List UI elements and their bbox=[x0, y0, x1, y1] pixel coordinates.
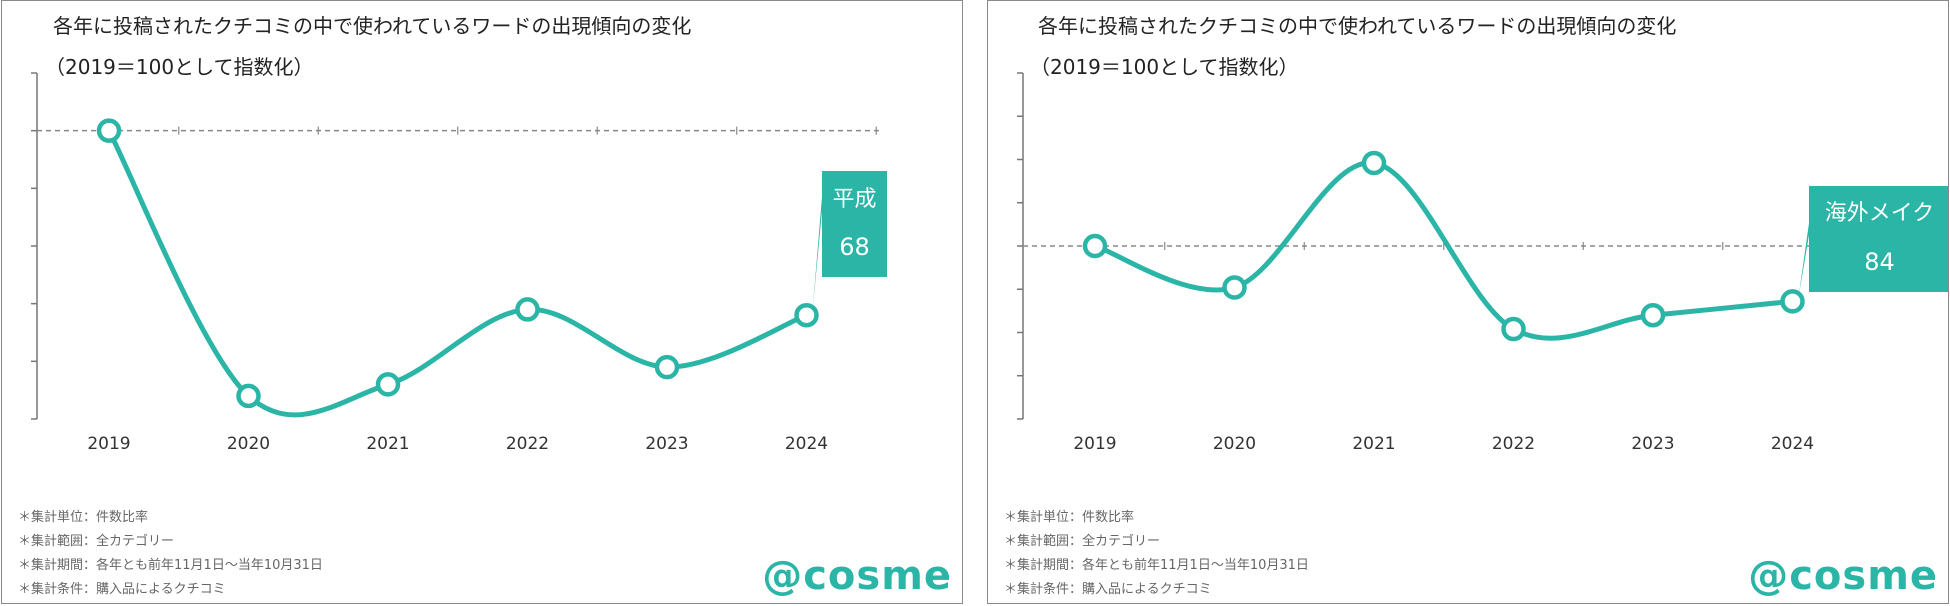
chart-right: 各年に投稿されたクチコミの中で使われているワードの出現傾向の変化 （2019＝10… bbox=[1004, 14, 1948, 599]
data-point-2023 bbox=[1640, 302, 1666, 328]
callout-value: 68 bbox=[839, 233, 870, 261]
cosme-logo: @cosme bbox=[1748, 553, 1938, 599]
cosme-logo: @cosme bbox=[762, 553, 952, 599]
footnote-1: ＊集計単位：件数比率 bbox=[18, 509, 148, 525]
callout: 平成 68 bbox=[812, 171, 887, 312]
series-line bbox=[106, 128, 809, 418]
footnote-3: ＊集計期間：各年とも前年11月1日〜当年10月31日 bbox=[18, 557, 323, 573]
x-tick-label-2019: 2019 bbox=[1073, 434, 1116, 454]
data-point-2022 bbox=[1501, 316, 1526, 342]
data-point-2020 bbox=[1222, 275, 1247, 300]
x-tick-label-2020: 2020 bbox=[227, 434, 270, 454]
callout-value: 84 bbox=[1864, 248, 1895, 276]
chart-title: 各年に投稿されたクチコミの中で使われているワードの出現傾向の変化 bbox=[53, 14, 691, 38]
chart-left: 各年に投稿されたクチコミの中で使われているワードの出現傾向の変化 （2019＝10… bbox=[18, 14, 952, 599]
callout-label: 海外メイク bbox=[1825, 201, 1935, 226]
x-tick-label-2019: 2019 bbox=[87, 434, 130, 454]
data-point-2019 bbox=[1082, 233, 1108, 259]
x-tick-label-2021: 2021 bbox=[1352, 434, 1395, 454]
callout: 海外メイク 84 bbox=[1798, 186, 1948, 298]
chart-panel-left: 各年に投稿されたクチコミの中で使われているワードの出現傾向の変化 （2019＝10… bbox=[1, 0, 963, 604]
footnote-2: ＊集計範囲：全カテゴリー bbox=[1004, 533, 1160, 549]
x-tick-label-2022: 2022 bbox=[1492, 434, 1535, 454]
data-point-2024 bbox=[794, 302, 819, 328]
callout-box bbox=[1798, 186, 1948, 298]
data-point-2019 bbox=[96, 118, 122, 143]
data-point-2022 bbox=[515, 297, 540, 322]
chart-subtitle: （2019＝100として指数化） bbox=[45, 55, 313, 79]
data-point-2024 bbox=[1780, 289, 1805, 314]
x-tick-label-2024: 2024 bbox=[1771, 434, 1814, 454]
footnote-4: ＊集計条件：購入品によるクチコミ bbox=[1004, 581, 1212, 597]
x-tick-label-2022: 2022 bbox=[506, 434, 549, 454]
x-tick-label-2023: 2023 bbox=[645, 434, 688, 454]
chart-subtitle: （2019＝100として指数化） bbox=[1030, 55, 1298, 79]
data-point-2023 bbox=[654, 354, 680, 380]
data-point-2021 bbox=[375, 372, 401, 397]
data-point-2020 bbox=[236, 383, 261, 409]
callout-box bbox=[812, 171, 887, 312]
footnote-3: ＊集計期間：各年とも前年11月1日〜当年10月31日 bbox=[1004, 557, 1309, 573]
series-line bbox=[1092, 160, 1795, 341]
footnote-4: ＊集計条件：購入品によるクチコミ bbox=[18, 581, 226, 597]
x-tick-label-2020: 2020 bbox=[1213, 434, 1256, 454]
chart-panel-right: 各年に投稿されたクチコミの中で使われているワードの出現傾向の変化 （2019＝10… bbox=[987, 0, 1949, 604]
chart-title: 各年に投稿されたクチコミの中で使われているワードの出現傾向の変化 bbox=[1038, 14, 1676, 38]
x-tick-label-2024: 2024 bbox=[785, 434, 828, 454]
footnote-2: ＊集計範囲：全カテゴリー bbox=[18, 533, 174, 549]
footnote-1: ＊集計単位：件数比率 bbox=[1004, 509, 1134, 525]
data-point-2021 bbox=[1361, 150, 1387, 176]
callout-label: 平成 bbox=[832, 187, 876, 212]
x-tick-label-2023: 2023 bbox=[1631, 434, 1674, 454]
x-tick-label-2021: 2021 bbox=[366, 434, 409, 454]
